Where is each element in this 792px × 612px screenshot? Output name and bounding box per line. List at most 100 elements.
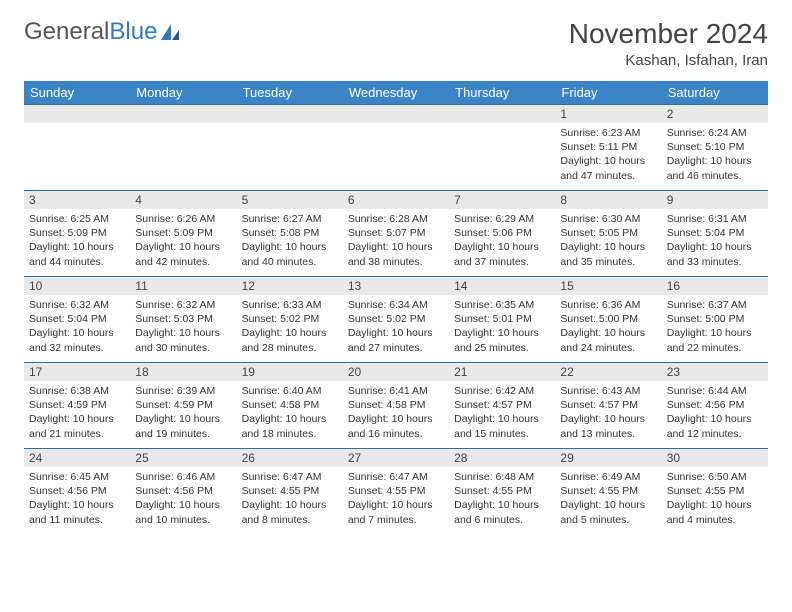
daylight-text: Daylight: 10 hours and 42 minutes. (135, 240, 231, 268)
sunrise-text: Sunrise: 6:44 AM (667, 384, 763, 398)
sunrise-text: Sunrise: 6:43 AM (560, 384, 656, 398)
daylight-text: Daylight: 10 hours and 32 minutes. (29, 326, 125, 354)
sunset-text: Sunset: 4:56 PM (135, 484, 231, 498)
sunrise-text: Sunrise: 6:42 AM (454, 384, 550, 398)
calendar-day-cell: 2Sunrise: 6:24 AMSunset: 5:10 PMDaylight… (662, 104, 768, 190)
day-number: 25 (130, 448, 236, 467)
weekday-monday: Monday (130, 81, 236, 104)
calendar-week-row: 10Sunrise: 6:32 AMSunset: 5:04 PMDayligh… (24, 276, 768, 362)
day-body: Sunrise: 6:46 AMSunset: 4:56 PMDaylight:… (130, 467, 236, 532)
daylight-text: Daylight: 10 hours and 28 minutes. (242, 326, 338, 354)
sunset-text: Sunset: 5:07 PM (348, 226, 444, 240)
sunset-text: Sunset: 5:02 PM (242, 312, 338, 326)
daylight-text: Daylight: 10 hours and 10 minutes. (135, 498, 231, 526)
sunrise-text: Sunrise: 6:35 AM (454, 298, 550, 312)
day-body: Sunrise: 6:47 AMSunset: 4:55 PMDaylight:… (343, 467, 449, 532)
calendar-day-cell: 18Sunrise: 6:39 AMSunset: 4:59 PMDayligh… (130, 362, 236, 448)
day-body: Sunrise: 6:26 AMSunset: 5:09 PMDaylight:… (130, 209, 236, 274)
daylight-text: Daylight: 10 hours and 15 minutes. (454, 412, 550, 440)
logo-text-blue: Blue (109, 18, 157, 46)
day-body: Sunrise: 6:39 AMSunset: 4:59 PMDaylight:… (130, 381, 236, 446)
calendar-day-cell: 14Sunrise: 6:35 AMSunset: 5:01 PMDayligh… (449, 276, 555, 362)
sunset-text: Sunset: 5:04 PM (667, 226, 763, 240)
sunrise-text: Sunrise: 6:24 AM (667, 126, 763, 140)
day-body: Sunrise: 6:42 AMSunset: 4:57 PMDaylight:… (449, 381, 555, 446)
sunset-text: Sunset: 4:59 PM (29, 398, 125, 412)
day-number: 17 (24, 362, 130, 381)
calendar-day-cell: 29Sunrise: 6:49 AMSunset: 4:55 PMDayligh… (555, 448, 661, 534)
day-body: Sunrise: 6:33 AMSunset: 5:02 PMDaylight:… (237, 295, 343, 360)
daylight-text: Daylight: 10 hours and 27 minutes. (348, 326, 444, 354)
sunset-text: Sunset: 5:11 PM (560, 140, 656, 154)
sunrise-text: Sunrise: 6:50 AM (667, 470, 763, 484)
day-body: Sunrise: 6:43 AMSunset: 4:57 PMDaylight:… (555, 381, 661, 446)
calendar-day-cell: 21Sunrise: 6:42 AMSunset: 4:57 PMDayligh… (449, 362, 555, 448)
day-number: 28 (449, 448, 555, 467)
daylight-text: Daylight: 10 hours and 19 minutes. (135, 412, 231, 440)
sunrise-text: Sunrise: 6:33 AM (242, 298, 338, 312)
sunset-text: Sunset: 4:55 PM (560, 484, 656, 498)
calendar-day-cell: 22Sunrise: 6:43 AMSunset: 4:57 PMDayligh… (555, 362, 661, 448)
daylight-text: Daylight: 10 hours and 40 minutes. (242, 240, 338, 268)
day-body: Sunrise: 6:30 AMSunset: 5:05 PMDaylight:… (555, 209, 661, 274)
calendar-week-row: 17Sunrise: 6:38 AMSunset: 4:59 PMDayligh… (24, 362, 768, 448)
sunset-text: Sunset: 5:04 PM (29, 312, 125, 326)
day-body: Sunrise: 6:47 AMSunset: 4:55 PMDaylight:… (237, 467, 343, 532)
day-number: 3 (24, 190, 130, 209)
day-body: Sunrise: 6:34 AMSunset: 5:02 PMDaylight:… (343, 295, 449, 360)
day-body: Sunrise: 6:31 AMSunset: 5:04 PMDaylight:… (662, 209, 768, 274)
sunset-text: Sunset: 4:58 PM (348, 398, 444, 412)
day-number-empty (449, 104, 555, 123)
calendar-day-cell: 7Sunrise: 6:29 AMSunset: 5:06 PMDaylight… (449, 190, 555, 276)
daylight-text: Daylight: 10 hours and 21 minutes. (29, 412, 125, 440)
sunset-text: Sunset: 4:56 PM (667, 398, 763, 412)
day-body: Sunrise: 6:45 AMSunset: 4:56 PMDaylight:… (24, 467, 130, 532)
calendar-day-cell: 12Sunrise: 6:33 AMSunset: 5:02 PMDayligh… (237, 276, 343, 362)
sunset-text: Sunset: 4:57 PM (560, 398, 656, 412)
day-number-empty (130, 104, 236, 123)
weekday-wednesday: Wednesday (343, 81, 449, 104)
sunset-text: Sunset: 4:55 PM (242, 484, 338, 498)
day-body: Sunrise: 6:49 AMSunset: 4:55 PMDaylight:… (555, 467, 661, 532)
weekday-header-row: Sunday Monday Tuesday Wednesday Thursday… (24, 81, 768, 104)
weekday-sunday: Sunday (24, 81, 130, 104)
calendar-day-cell: 8Sunrise: 6:30 AMSunset: 5:05 PMDaylight… (555, 190, 661, 276)
day-number: 21 (449, 362, 555, 381)
day-number: 30 (662, 448, 768, 467)
calendar-day-cell: 24Sunrise: 6:45 AMSunset: 4:56 PMDayligh… (24, 448, 130, 534)
weekday-saturday: Saturday (662, 81, 768, 104)
day-number: 22 (555, 362, 661, 381)
title-block: November 2024 Kashan, Isfahan, Iran (569, 18, 768, 69)
sunrise-text: Sunrise: 6:47 AM (242, 470, 338, 484)
sunrise-text: Sunrise: 6:31 AM (667, 212, 763, 226)
location-text: Kashan, Isfahan, Iran (569, 52, 768, 69)
day-body: Sunrise: 6:40 AMSunset: 4:58 PMDaylight:… (237, 381, 343, 446)
day-body-empty (237, 123, 343, 183)
daylight-text: Daylight: 10 hours and 37 minutes. (454, 240, 550, 268)
weekday-tuesday: Tuesday (237, 81, 343, 104)
page-header: GeneralBlue November 2024 Kashan, Isfaha… (24, 18, 768, 69)
sunrise-text: Sunrise: 6:34 AM (348, 298, 444, 312)
calendar-week-row: 24Sunrise: 6:45 AMSunset: 4:56 PMDayligh… (24, 448, 768, 534)
daylight-text: Daylight: 10 hours and 38 minutes. (348, 240, 444, 268)
daylight-text: Daylight: 10 hours and 22 minutes. (667, 326, 763, 354)
daylight-text: Daylight: 10 hours and 12 minutes. (667, 412, 763, 440)
daylight-text: Daylight: 10 hours and 4 minutes. (667, 498, 763, 526)
daylight-text: Daylight: 10 hours and 35 minutes. (560, 240, 656, 268)
sunrise-text: Sunrise: 6:26 AM (135, 212, 231, 226)
logo: GeneralBlue (24, 18, 181, 46)
daylight-text: Daylight: 10 hours and 25 minutes. (454, 326, 550, 354)
sunrise-text: Sunrise: 6:37 AM (667, 298, 763, 312)
calendar-week-row: 1Sunrise: 6:23 AMSunset: 5:11 PMDaylight… (24, 104, 768, 190)
day-number: 20 (343, 362, 449, 381)
day-number: 27 (343, 448, 449, 467)
calendar-body: 1Sunrise: 6:23 AMSunset: 5:11 PMDaylight… (24, 104, 768, 534)
calendar-day-cell: 25Sunrise: 6:46 AMSunset: 4:56 PMDayligh… (130, 448, 236, 534)
day-number: 12 (237, 276, 343, 295)
day-number: 15 (555, 276, 661, 295)
day-body: Sunrise: 6:29 AMSunset: 5:06 PMDaylight:… (449, 209, 555, 274)
sunrise-text: Sunrise: 6:40 AM (242, 384, 338, 398)
sunrise-text: Sunrise: 6:36 AM (560, 298, 656, 312)
calendar-day-cell: 23Sunrise: 6:44 AMSunset: 4:56 PMDayligh… (662, 362, 768, 448)
calendar-day-cell (343, 104, 449, 190)
